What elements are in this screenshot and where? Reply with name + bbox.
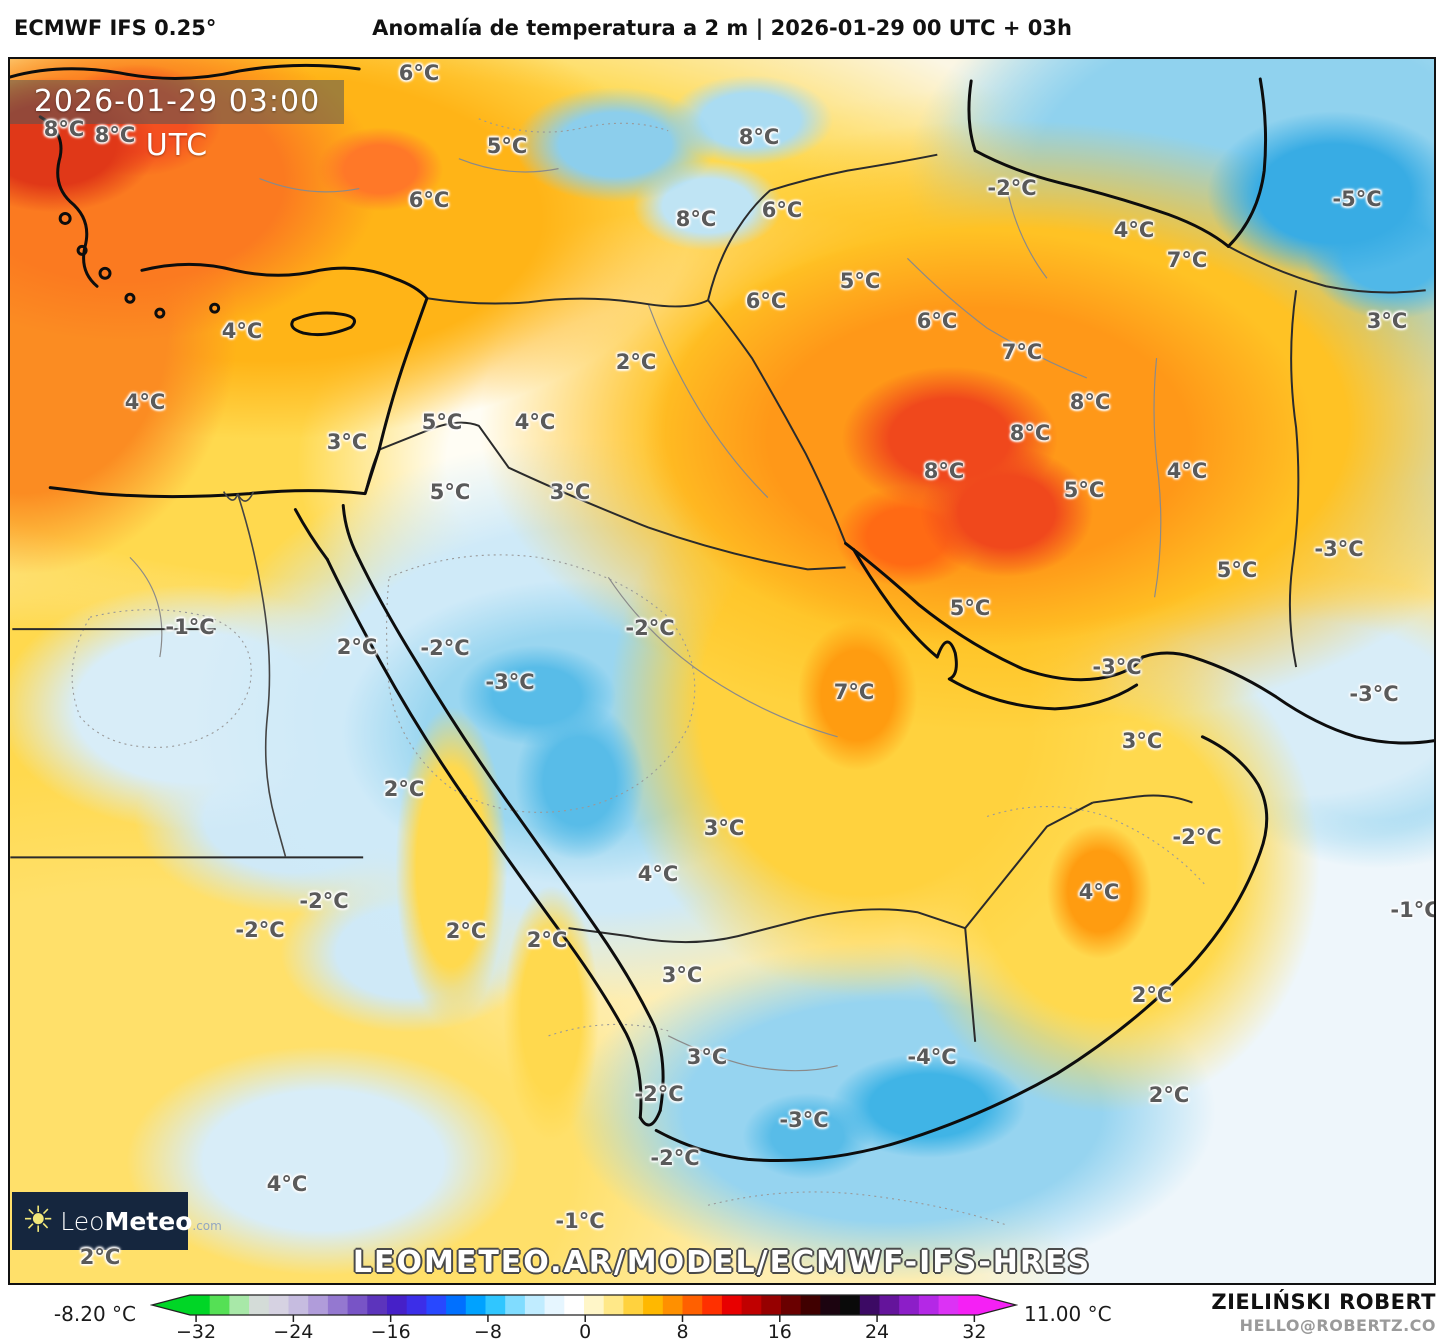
temp-anomaly-label: 8°C <box>1009 421 1051 445</box>
temp-anomaly-label: -3°C <box>485 670 535 694</box>
colorbar: −32 −24 −16 −8 0 8 16 24 32 <box>149 1294 1019 1339</box>
temp-anomaly-label: 5°C <box>429 480 471 504</box>
temp-anomaly-label: 3°C <box>686 1045 728 1069</box>
temp-anomaly-label: 2°C <box>383 777 425 801</box>
sun-icon: ☀ <box>22 1200 55 1241</box>
temp-anomaly-label: 7°C <box>1166 248 1208 272</box>
svg-text:0: 0 <box>579 1321 591 1339</box>
temp-anomaly-label: -2°C <box>235 918 285 942</box>
page-title: Anomalía de temperatura a 2 m | 2026-01-… <box>372 16 1072 40</box>
svg-text:16: 16 <box>768 1321 792 1339</box>
logo-text-leo: Leo <box>60 1206 105 1236</box>
temp-anomaly-label: 4°C <box>266 1172 308 1196</box>
svg-text:−24: −24 <box>273 1321 313 1339</box>
colorbar-min-label: -8.20 °C <box>53 1302 136 1326</box>
temp-anomaly-label: -3°C <box>1349 682 1399 706</box>
temp-anomaly-label: 7°C <box>1001 340 1043 364</box>
temp-anomaly-label: -3°C <box>779 1108 829 1132</box>
temp-anomaly-label: 2°C <box>79 1245 121 1269</box>
temp-anomaly-label: 4°C <box>1166 459 1208 483</box>
temp-anomaly-label: 8°C <box>94 123 136 147</box>
temp-anomaly-label: 8°C <box>738 125 780 149</box>
temp-anomaly-label: -1°C <box>165 615 215 639</box>
temp-anomaly-label: 8°C <box>1069 390 1111 414</box>
temp-anomaly-label: -1°C <box>1390 898 1436 922</box>
temp-anomaly-label: 2°C <box>445 919 487 943</box>
colorbar-max-label: 11.00 °C <box>1024 1302 1112 1326</box>
temp-anomaly-label: 5°C <box>1216 558 1258 582</box>
svg-text:−32: −32 <box>176 1321 216 1339</box>
credit-author: ZIELIŃSKI ROBERT <box>1211 1290 1436 1314</box>
temp-anomaly-label: -5°C <box>1332 187 1382 211</box>
header: ECMWF IFS 0.25° Anomalía de temperatura … <box>0 0 1444 57</box>
temp-anomaly-label: -4°C <box>907 1045 957 1069</box>
temp-anomaly-label: 5°C <box>421 410 463 434</box>
temp-anomaly-label: 5°C <box>1063 478 1105 502</box>
model-label: ECMWF IFS 0.25° <box>14 16 217 40</box>
temp-anomaly-label: 6°C <box>398 61 440 85</box>
temp-anomaly-label: 5°C <box>839 269 881 293</box>
temp-anomaly-label: 5°C <box>949 596 991 620</box>
temp-anomaly-label: 8°C <box>675 207 717 231</box>
temp-anomaly-label: -2°C <box>987 176 1037 200</box>
temp-anomaly-label: -2°C <box>420 636 470 660</box>
temp-anomaly-label: 2°C <box>1148 1083 1190 1107</box>
temp-anomaly-label: 4°C <box>221 319 263 343</box>
temp-anomaly-label: 8°C <box>923 459 965 483</box>
temp-anomaly-label: 3°C <box>549 480 591 504</box>
temp-anomaly-label: 3°C <box>1366 309 1408 333</box>
temp-anomaly-label: 3°C <box>1121 729 1163 753</box>
temp-anomaly-label: 3°C <box>661 963 703 987</box>
temp-anomaly-label: 6°C <box>761 198 803 222</box>
temp-anomaly-label: 6°C <box>745 289 787 313</box>
temp-anomaly-label: 6°C <box>916 309 958 333</box>
temp-anomaly-label: -3°C <box>1092 655 1142 679</box>
svg-text:−8: −8 <box>474 1321 502 1339</box>
watermark-text: LEOMETEO.AR/MODEL/ECMWF-IFS-HRES <box>352 1245 1092 1280</box>
temp-anomaly-label: 2°C <box>1131 983 1173 1007</box>
leometeo-logo: ☀ Leo Meteo .com <box>12 1192 222 1250</box>
logo-text-meteo: Meteo <box>104 1206 193 1236</box>
temp-anomaly-label: -2°C <box>1172 825 1222 849</box>
temp-anomaly-label: 7°C <box>833 680 875 704</box>
temp-anomaly-label: 2°C <box>615 350 657 374</box>
temp-anomaly-label: 2°C <box>526 928 568 952</box>
logo-text-tld: .com <box>192 1219 222 1233</box>
temp-anomaly-label: 4°C <box>637 862 679 886</box>
temp-anomaly-label: 2°C <box>336 635 378 659</box>
temp-anomaly-label: -3°C <box>1314 537 1364 561</box>
temp-anomaly-label: 4°C <box>124 390 166 414</box>
temp-anomaly-label: 3°C <box>703 816 745 840</box>
temp-anomaly-label: 5°C <box>486 134 528 158</box>
temp-anomaly-label: 8°C <box>43 117 85 141</box>
svg-text:32: 32 <box>962 1321 986 1339</box>
credit-email: HELLO@ROBERTZ.CO <box>1239 1316 1436 1335</box>
temp-anomaly-label: 4°C <box>514 410 556 434</box>
temp-anomaly-label: -2°C <box>299 889 349 913</box>
temp-anomaly-label: -1°C <box>555 1209 605 1233</box>
temp-anomaly-label: 3°C <box>326 430 368 454</box>
svg-text:−16: −16 <box>371 1321 411 1339</box>
temp-anomaly-label: -2°C <box>625 616 675 640</box>
map-geography-overlay <box>10 63 1434 1226</box>
map-canvas: 2026-01-29 03:00 UTC LEOMETEO.AR/MODEL/E… <box>8 57 1436 1285</box>
footer: -8.20 °C −32 −24 −16 −8 0 8 16 24 32 11.00 °C ZI… <box>0 1285 1444 1339</box>
svg-text:8: 8 <box>676 1321 688 1339</box>
temp-anomaly-label: 6°C <box>408 188 450 212</box>
temp-anomaly-label: 4°C <box>1113 218 1155 242</box>
svg-text:24: 24 <box>865 1321 889 1339</box>
temp-anomaly-label: -2°C <box>650 1146 700 1170</box>
colorbar-svg: −32 −24 −16 −8 0 8 16 24 32 <box>149 1294 1019 1339</box>
temp-anomaly-label: -2°C <box>634 1082 684 1106</box>
timestamp-overlay: 2026-01-29 03:00 UTC <box>10 80 344 163</box>
temp-anomaly-label: 4°C <box>1078 880 1120 904</box>
